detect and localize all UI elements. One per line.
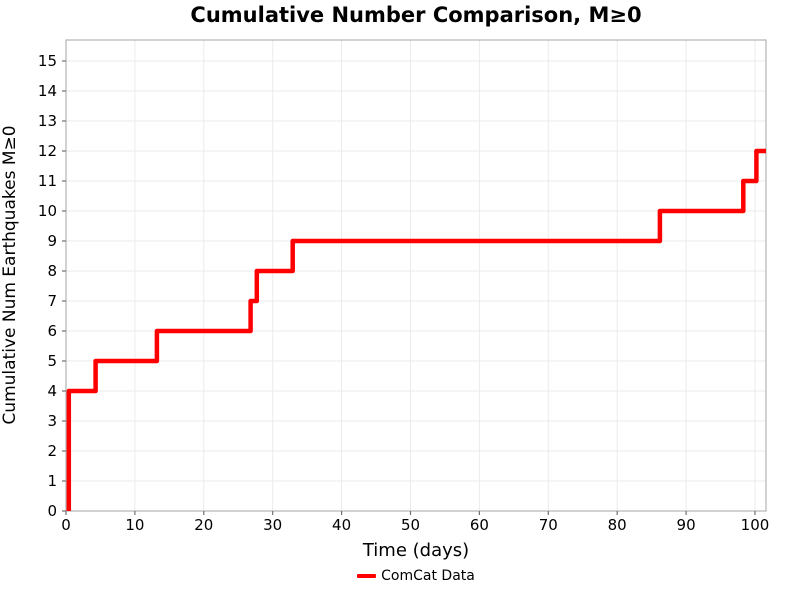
x-tick-label: 20: [194, 516, 214, 534]
x-tick-label: 80: [607, 516, 627, 534]
chart-title: Cumulative Number Comparison, M≥0: [190, 3, 642, 27]
y-tick-label: 8: [47, 262, 57, 280]
x-tick-label: 100: [740, 516, 770, 534]
x-tick-label: 50: [400, 516, 421, 534]
y-tick-label: 9: [47, 232, 57, 250]
series-line-comcat-data: [66, 148, 766, 511]
x-tick-label: 10: [125, 516, 145, 534]
y-tick-label: 4: [47, 382, 57, 400]
y-tick-label: 12: [37, 142, 57, 160]
y-tick-label: 13: [37, 112, 57, 130]
y-tick-label: 11: [37, 172, 57, 190]
plot-border: [65, 39, 767, 512]
x-tick-label: 60: [469, 516, 489, 534]
x-tick-label: 30: [263, 516, 283, 534]
y-tick-label: 15: [37, 52, 57, 70]
legend: ComCat Data: [66, 568, 766, 584]
legend-line-swatch: [357, 574, 377, 578]
x-tick-label: 90: [676, 516, 696, 534]
x-tick-label: 0: [61, 516, 71, 534]
x-tick-label: 70: [538, 516, 558, 534]
x-axis-label: Time (days): [362, 540, 470, 561]
y-tick-label: 10: [37, 202, 57, 220]
y-tick-label: 7: [47, 292, 57, 310]
x-tick-label: 40: [332, 516, 352, 534]
y-tick-label: 6: [47, 322, 57, 340]
y-tick-label: 1: [47, 472, 57, 490]
legend-label: ComCat Data: [381, 568, 475, 584]
y-tick-label: 5: [47, 352, 57, 370]
y-tick-label: 14: [37, 82, 57, 100]
y-tick-label: 2: [47, 442, 57, 460]
y-tick-label: 3: [47, 412, 57, 430]
y-tick-label: 0: [47, 502, 57, 520]
